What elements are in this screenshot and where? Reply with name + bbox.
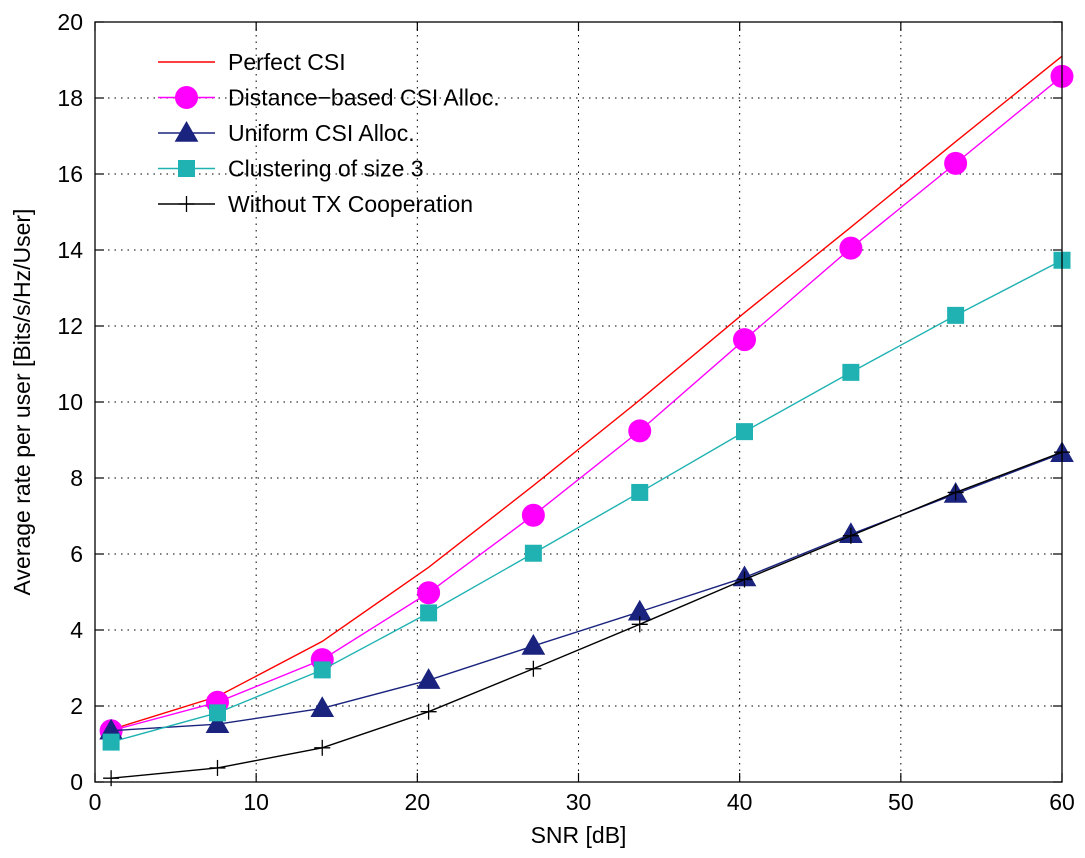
data-point-square xyxy=(178,160,195,177)
x-tick-label: 30 xyxy=(566,789,592,815)
data-point-triangle xyxy=(416,668,441,689)
data-point-circle xyxy=(944,151,968,175)
x-tick-label: 60 xyxy=(1049,789,1075,815)
legend-entry: Distance−based CSI Alloc. xyxy=(158,85,500,111)
data-point-circle xyxy=(175,86,198,109)
legend-entry: Perfect CSI xyxy=(158,49,346,75)
data-point-plus xyxy=(178,196,195,212)
x-tick-label: 10 xyxy=(243,789,269,815)
series-line xyxy=(110,55,1063,731)
data-point-triangle xyxy=(310,696,335,718)
legend-entry: Clustering of size 3 xyxy=(158,156,424,182)
data-point-square xyxy=(208,704,226,722)
x-tick-label: 40 xyxy=(727,789,753,815)
data-point-triangle xyxy=(521,633,546,655)
data-point-plus xyxy=(314,739,331,756)
y-axis-label: Average rate per user [Bits/s/Hz/User] xyxy=(9,209,35,596)
y-tick-label: 6 xyxy=(70,541,83,567)
data-point-square xyxy=(313,661,331,679)
y-tick-label: 12 xyxy=(57,313,83,339)
y-tick-label: 2 xyxy=(70,693,83,719)
data-point-square xyxy=(947,306,965,324)
data-point-triangle xyxy=(205,712,230,733)
series-line xyxy=(111,451,1063,779)
series-group xyxy=(99,55,1074,787)
legend-label: Perfect CSI xyxy=(228,49,346,75)
legend-entry: Uniform CSI Alloc. xyxy=(158,120,415,146)
data-point-square xyxy=(736,423,754,441)
data-point-plus xyxy=(525,660,542,677)
data-point-square xyxy=(420,604,438,622)
data-point-plus xyxy=(209,759,226,776)
data-point-square xyxy=(631,483,649,501)
data-point-circle xyxy=(839,236,863,260)
series-0 xyxy=(110,55,1063,731)
data-point-square xyxy=(524,544,542,562)
data-point-plus xyxy=(420,703,437,720)
data-point-plus xyxy=(631,616,648,633)
y-tick-label: 18 xyxy=(57,85,83,111)
x-tick-label: 50 xyxy=(888,789,914,815)
data-point-plus xyxy=(736,571,753,588)
axes xyxy=(94,21,1063,783)
legend-label: Distance−based CSI Alloc. xyxy=(228,85,500,111)
y-tick-label: 0 xyxy=(70,769,83,795)
legend-label: Uniform CSI Alloc. xyxy=(228,120,415,146)
data-point-square xyxy=(102,733,120,751)
series-1 xyxy=(99,64,1074,743)
data-point-square xyxy=(842,363,860,381)
legend-entry: Without TX Cooperation xyxy=(158,191,473,217)
data-point-circle xyxy=(417,581,441,605)
data-point-circle xyxy=(733,328,757,352)
y-tick-label: 14 xyxy=(57,237,83,263)
x-tick-label: 20 xyxy=(405,789,431,815)
legend-label: Clustering of size 3 xyxy=(228,156,424,182)
tick-labels: 0 10 20 30 40 50 60 0 2 4 6 8 10 12 14 16 18 20 xyxy=(57,9,1074,815)
data-point-circle xyxy=(628,419,652,443)
y-tick-label: 16 xyxy=(57,161,83,187)
legend: Perfect CSI Distance−based CSI Alloc. Unif… xyxy=(158,49,500,217)
y-tick-label: 20 xyxy=(57,9,83,35)
x-tick-label: 0 xyxy=(89,789,102,815)
y-tick-label: 4 xyxy=(70,617,83,643)
data-point-plus xyxy=(842,527,859,544)
data-point-triangle xyxy=(174,120,199,142)
series-line xyxy=(110,75,1063,732)
y-tick-label: 10 xyxy=(57,389,83,415)
series-line xyxy=(110,259,1063,743)
data-point-plus xyxy=(947,484,964,501)
data-point-plus xyxy=(103,770,120,787)
y-tick-label: 8 xyxy=(70,465,83,491)
legend-label: Without TX Cooperation xyxy=(228,191,473,217)
data-point-circle xyxy=(521,503,545,527)
x-axis-label: SNR [dB] xyxy=(531,822,627,848)
